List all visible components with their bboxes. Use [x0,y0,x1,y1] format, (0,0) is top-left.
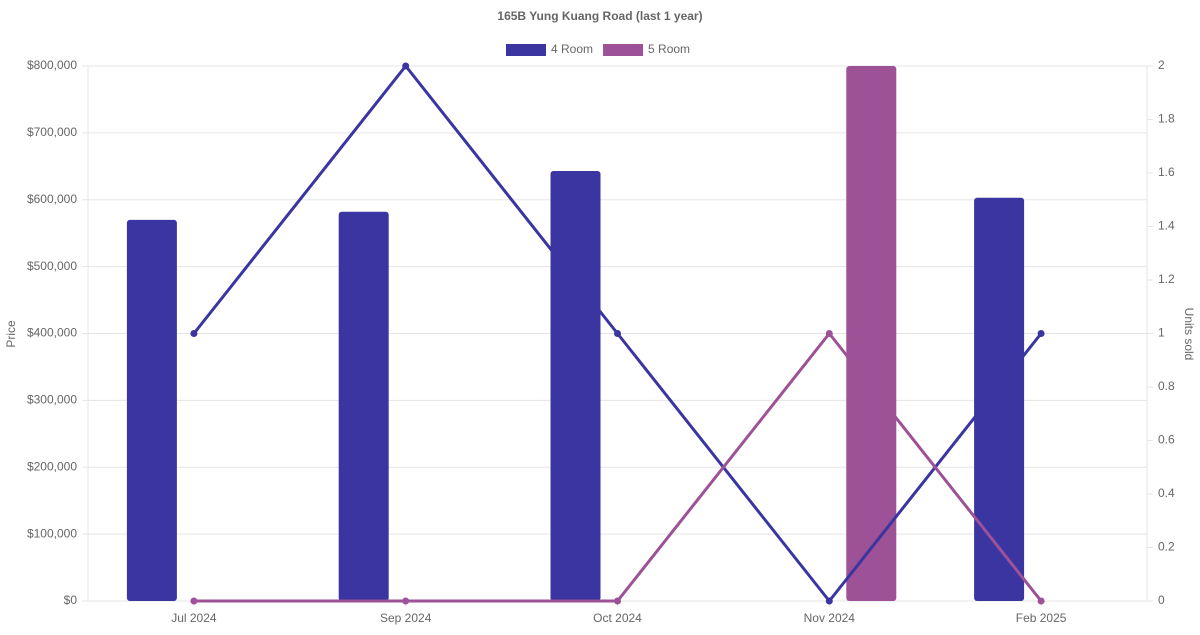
x-tick-label: Jul 2024 [171,611,217,625]
point [190,330,198,337]
legend-swatch [603,44,644,56]
y2-tick-label: 1.6 [1158,165,1175,179]
x-tick-label: Nov 2024 [804,611,856,625]
y2-tick-label: 0.2 [1158,540,1175,554]
point [1037,597,1045,605]
y-tick-label: $800,000 [27,58,77,72]
chart-title: 165B Yung Kuang Road (last 1 year) [497,9,702,23]
bar [846,66,897,601]
point [614,597,621,605]
y2-tick-label: 0 [1158,593,1165,607]
y-tick-label: $600,000 [27,192,77,206]
y2-tick-label: 1 [1158,326,1165,340]
y2-tick-label: 1.8 [1158,112,1175,126]
y2-tick-label: 2 [1158,58,1165,72]
y-tick-label: $0 [64,593,78,607]
y-tick-label: $100,000 [27,526,77,540]
bar [550,170,601,601]
x-tick-label: Feb 2025 [1016,611,1067,625]
y2-tick-label: 1.4 [1158,219,1175,233]
y-tick-label: $300,000 [27,393,77,407]
legend-swatch [506,44,546,56]
legend-label[interactable]: 5 Room [648,42,690,56]
point [825,597,833,605]
point [402,62,410,70]
x-tick-label: Oct 2024 [593,611,642,625]
point [1037,330,1045,337]
x-tick-label: Sep 2024 [380,611,432,625]
y2-axis-title: Units sold [1182,308,1196,361]
y-tick-label: $400,000 [27,326,77,340]
y-tick-label: $200,000 [27,459,77,473]
y2-tick-label: 0.4 [1158,486,1175,500]
y2-tick-label: 1.2 [1158,272,1175,286]
bar [126,219,177,601]
bar [338,211,389,601]
bar [974,197,1025,601]
point [402,597,410,605]
y2-tick-label: 0.6 [1158,433,1175,447]
point [614,330,621,337]
y2-tick-label: 0.8 [1158,379,1175,393]
point [825,330,833,337]
y-tick-label: $500,000 [27,259,77,273]
point [190,597,198,605]
y-tick-label: $700,000 [27,125,77,139]
y-axis-title: Price [4,320,18,348]
legend-label[interactable]: 4 Room [551,42,593,56]
